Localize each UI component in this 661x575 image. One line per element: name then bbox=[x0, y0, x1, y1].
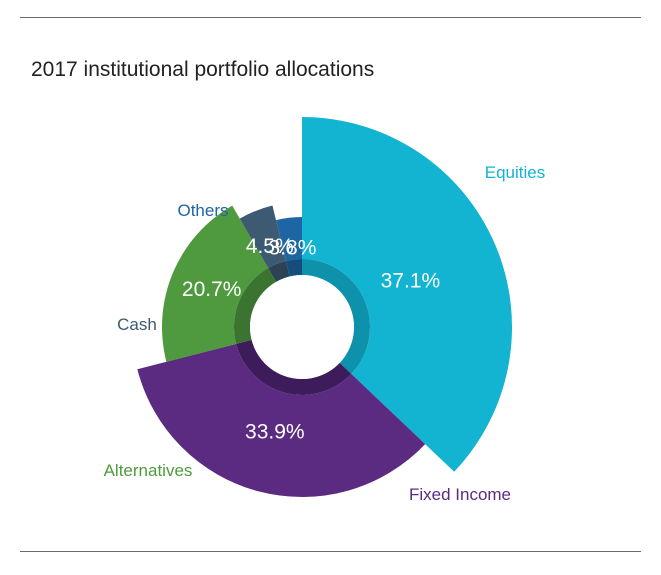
value-label-fixed-income: 33.9% bbox=[245, 421, 305, 444]
category-label-others: Others bbox=[177, 201, 228, 220]
category-label-equities: Equities bbox=[485, 163, 545, 182]
top-divider bbox=[20, 17, 641, 18]
slice-inner-ring-equities bbox=[302, 259, 370, 374]
slice-fixed-income bbox=[137, 343, 426, 498]
category-label-fixed-income: Fixed Income bbox=[409, 485, 511, 504]
slice-inner-ring-fixed-income bbox=[236, 339, 352, 395]
value-label-others: 3.8% bbox=[269, 237, 317, 260]
slice-inner-ring-others bbox=[285, 259, 302, 277]
chart-title: 2017 institutional portfolio allocations bbox=[31, 58, 375, 81]
slice-others bbox=[275, 217, 302, 261]
value-label-equities: 37.1% bbox=[381, 269, 441, 292]
center-hole bbox=[250, 275, 354, 379]
slice-cash bbox=[239, 205, 286, 269]
slice-inner-ring-alternatives bbox=[234, 268, 277, 344]
value-label-alternatives: 20.7% bbox=[182, 278, 242, 301]
category-label-cash: Cash bbox=[117, 315, 157, 334]
slice-equities bbox=[302, 117, 513, 472]
slice-inner-ring-cash bbox=[268, 260, 290, 282]
value-label-cash: 4.5% bbox=[246, 235, 294, 258]
bottom-divider bbox=[20, 551, 641, 552]
slice-alternatives bbox=[162, 205, 269, 362]
category-label-alternatives: Alternatives bbox=[104, 461, 193, 480]
